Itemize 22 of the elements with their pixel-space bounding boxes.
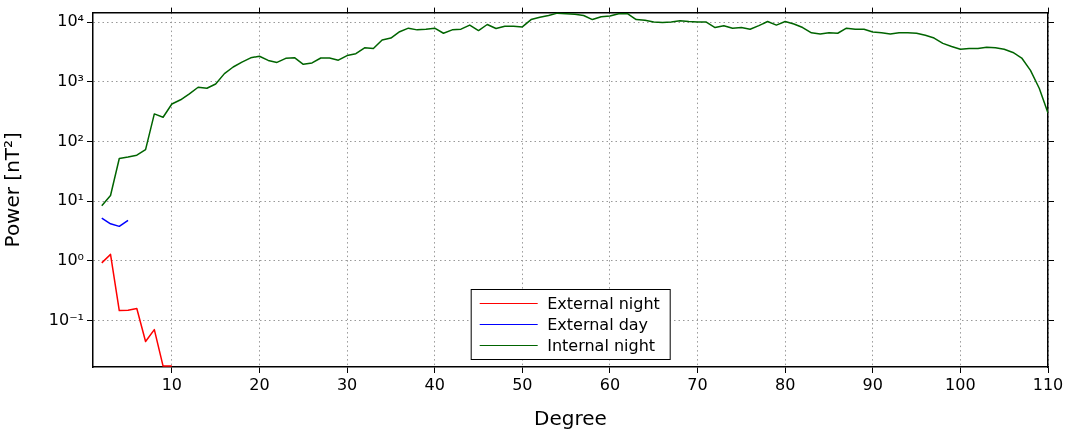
x-tick-label: 30 bbox=[336, 374, 358, 394]
y-tick-label: 10⁻¹ bbox=[48, 309, 84, 329]
x-tick-label: 70 bbox=[687, 374, 708, 394]
legend-label: External day bbox=[547, 314, 649, 335]
x-tick-label: 60 bbox=[599, 374, 621, 394]
x-tick-label: 90 bbox=[862, 374, 883, 394]
x-axis-title: Degree bbox=[534, 406, 607, 431]
x-tick-label: 20 bbox=[249, 374, 270, 394]
y-axis-title: Power [nT²] bbox=[0, 132, 25, 248]
x-tick-label: 100 bbox=[945, 374, 976, 394]
x-tick-label: 50 bbox=[512, 374, 533, 394]
y-tick-label: 10¹ bbox=[57, 190, 84, 210]
x-tick-label: 40 bbox=[424, 374, 445, 394]
legend-label: Internal night bbox=[547, 335, 656, 356]
y-tick-label: 10⁴ bbox=[57, 11, 84, 31]
y-tick-label: 10³ bbox=[57, 70, 84, 90]
x-tick-label: 80 bbox=[774, 374, 796, 394]
x-tick-label: 110 bbox=[1032, 374, 1064, 394]
y-tick-label: 10² bbox=[57, 130, 84, 150]
legend-label: External night bbox=[547, 293, 660, 314]
x-tick-label: 10 bbox=[161, 374, 183, 394]
y-tick-label: 10⁰ bbox=[57, 250, 84, 270]
